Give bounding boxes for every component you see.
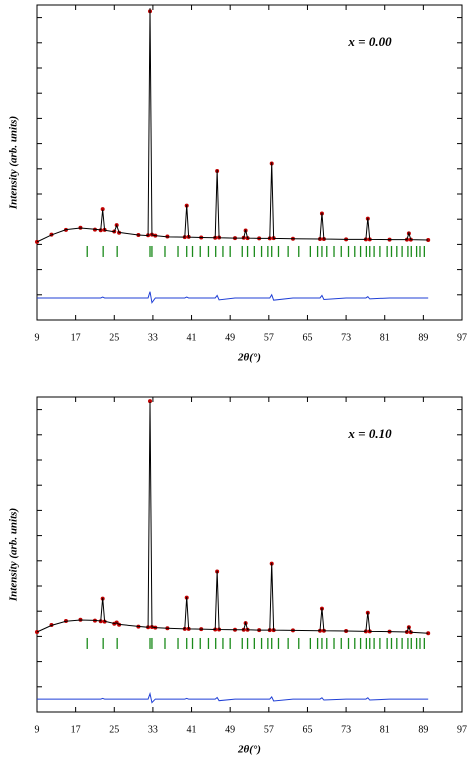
x-tick-label: 33 (148, 332, 158, 343)
x-axis-label: 2θ(°) (237, 744, 261, 756)
x-tick-label: 9 (35, 724, 40, 735)
series-line (37, 291, 429, 304)
x-tick-label: 9 (35, 332, 40, 343)
x-tick-label: 97 (457, 724, 467, 735)
x-tick-label: 89 (418, 724, 428, 735)
x-tick-label: 33 (148, 724, 158, 735)
annotation: x = 0.10 (347, 426, 392, 441)
x-tick-label: 41 (187, 332, 197, 343)
annotation: x = 0.00 (347, 34, 392, 49)
x-tick-label: 25 (109, 724, 119, 735)
x-tick-label: 65 (302, 332, 312, 343)
x-tick-label: 73 (341, 332, 351, 343)
x-tick-label: 81 (380, 724, 390, 735)
x-tick-label: 41 (187, 724, 197, 735)
x-tick-label: 89 (418, 332, 428, 343)
x-tick-label: 17 (71, 332, 81, 343)
x-tick-label: 57 (264, 332, 274, 343)
plot-frame (36, 4, 463, 321)
x-tick-label: 49 (225, 332, 235, 343)
plot-frame (36, 396, 463, 713)
x-tick-label: 97 (457, 332, 467, 343)
y-axis-label: Intensity (arb. units) (8, 508, 20, 602)
x-tick-label: 65 (302, 724, 312, 735)
observed-point (100, 207, 105, 212)
y-axis-label: Intensity (arb. units) (8, 116, 20, 210)
x-tick-label: 17 (71, 724, 81, 735)
x-tick-label: 81 (380, 332, 390, 343)
series-line (36, 8, 429, 243)
series-line (36, 402, 429, 634)
observed-point (148, 399, 153, 404)
x-tick-label: 57 (264, 724, 274, 735)
x-tick-label: 49 (225, 724, 235, 735)
x-axis-label: 2θ(°) (237, 352, 261, 364)
x-tick-label: 73 (341, 724, 351, 735)
series-line (37, 691, 429, 704)
x-tick-label: 25 (109, 332, 119, 343)
